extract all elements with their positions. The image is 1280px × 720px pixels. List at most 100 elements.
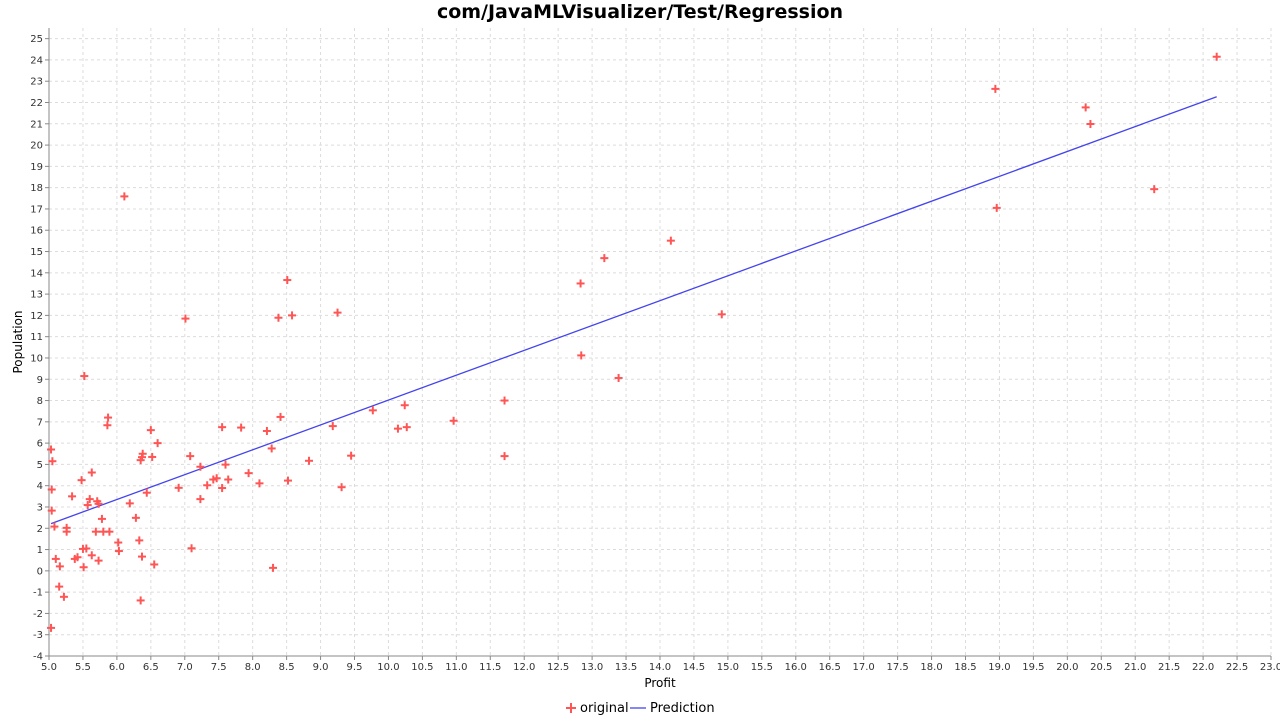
- x-tick-label: 10.0: [377, 662, 399, 673]
- y-axis-label: Population: [11, 310, 25, 373]
- x-tick-label: 17.5: [886, 662, 908, 673]
- data-point: [85, 495, 94, 504]
- data-point: [142, 488, 151, 497]
- data-point: [283, 476, 292, 485]
- y-tick-label: -3: [33, 630, 43, 641]
- data-point: [50, 522, 59, 531]
- data-point: [1212, 52, 1221, 61]
- y-tick-label: 23: [30, 77, 43, 88]
- data-point: [577, 351, 586, 360]
- data-point: [77, 476, 86, 485]
- y-tick-label: 11: [30, 332, 43, 343]
- data-point: [80, 372, 89, 381]
- data-point: [305, 456, 314, 465]
- x-tick-label: 9.0: [313, 662, 329, 673]
- data-point: [576, 279, 585, 288]
- data-point: [500, 452, 509, 461]
- x-tick-label: 6.5: [143, 662, 159, 673]
- x-tick-label: 14.5: [683, 662, 705, 673]
- y-tick-label: 20: [30, 141, 43, 152]
- data-point: [274, 313, 283, 322]
- data-point: [120, 192, 129, 201]
- y-tick-label: 15: [30, 247, 43, 258]
- data-point: [992, 203, 1001, 212]
- x-tick-label: 8.0: [245, 662, 261, 673]
- x-tick-label: 16.5: [819, 662, 841, 673]
- data-point: [146, 426, 155, 435]
- data-point: [212, 474, 221, 483]
- y-tick-label: 9: [37, 375, 43, 386]
- y-tick-label: 2: [37, 524, 43, 535]
- y-tick-label: 7: [37, 417, 43, 428]
- y-tick-label: 21: [30, 119, 43, 130]
- data-point: [218, 484, 227, 493]
- data-point: [82, 544, 91, 553]
- y-tick-label: 5: [37, 460, 43, 471]
- x-tick-label: 10.5: [411, 662, 433, 673]
- chart-title: com/JavaMLVisualizer/Test/Regression: [437, 1, 843, 23]
- data-point: [83, 501, 92, 510]
- data-point: [262, 426, 271, 435]
- y-tick-label: 24: [30, 55, 43, 66]
- data-point: [196, 495, 205, 504]
- y-tick-label: 1: [37, 545, 43, 556]
- x-tick-label: 20.0: [1056, 662, 1078, 673]
- x-tick-label: 9.5: [347, 662, 363, 673]
- data-point: [91, 527, 100, 536]
- x-tick-label: 21.5: [1158, 662, 1180, 673]
- data-point: [1081, 103, 1090, 112]
- x-tick-label: 22.0: [1192, 662, 1214, 673]
- x-tick-label: 17.0: [853, 662, 875, 673]
- y-tick-label: 25: [30, 34, 43, 45]
- data-point: [136, 596, 145, 605]
- data-point: [255, 479, 264, 488]
- x-tick-label: 5.5: [75, 662, 91, 673]
- data-point: [125, 499, 134, 508]
- y-tick-label: 0: [37, 566, 43, 577]
- y-tick-label: 14: [30, 268, 43, 279]
- prediction-line: [50, 96, 1217, 525]
- x-tick-label: 12.5: [547, 662, 569, 673]
- x-tick-label: 7.0: [177, 662, 193, 673]
- data-point: [1150, 185, 1159, 194]
- data-point: [55, 582, 64, 591]
- x-tick-label: 21.0: [1124, 662, 1146, 673]
- data-point: [186, 452, 195, 461]
- data-point: [79, 563, 88, 572]
- x-tick-label: 6.0: [109, 662, 125, 673]
- y-tick-label: 3: [37, 502, 43, 513]
- data-point: [187, 544, 196, 553]
- y-tick-label: 8: [37, 396, 43, 407]
- data-point: [337, 483, 346, 492]
- data-point: [218, 423, 227, 432]
- data-point: [276, 412, 285, 421]
- legend-prediction-label: Prediction: [650, 701, 715, 716]
- y-tick-label: 6: [37, 439, 43, 450]
- x-tick-label: 11.0: [445, 662, 467, 673]
- legend-original-label: original: [580, 701, 629, 716]
- data-point: [283, 276, 292, 285]
- data-point: [62, 523, 71, 532]
- data-point: [600, 254, 609, 263]
- data-point: [269, 563, 278, 572]
- x-axis-label: Profit: [644, 676, 676, 690]
- data-point: [138, 552, 147, 561]
- data-point: [94, 556, 103, 565]
- x-tick-label: 8.5: [279, 662, 295, 673]
- x-tick-label: 15.5: [751, 662, 773, 673]
- data-point: [1086, 120, 1095, 129]
- x-tick-label: 5.0: [41, 662, 57, 673]
- data-point: [181, 314, 190, 323]
- plot-series: [47, 52, 1221, 632]
- data-point: [224, 475, 233, 484]
- data-point: [666, 236, 675, 245]
- x-tick-label: 19.0: [988, 662, 1010, 673]
- data-point: [333, 308, 342, 317]
- data-point: [94, 499, 103, 508]
- y-tick-label: -2: [33, 609, 43, 620]
- x-tick-label: 14.0: [649, 662, 671, 673]
- data-point: [47, 623, 56, 632]
- x-tick-label: 23.0: [1260, 662, 1280, 673]
- data-point: [991, 84, 1000, 93]
- x-tick-label: 13.5: [615, 662, 637, 673]
